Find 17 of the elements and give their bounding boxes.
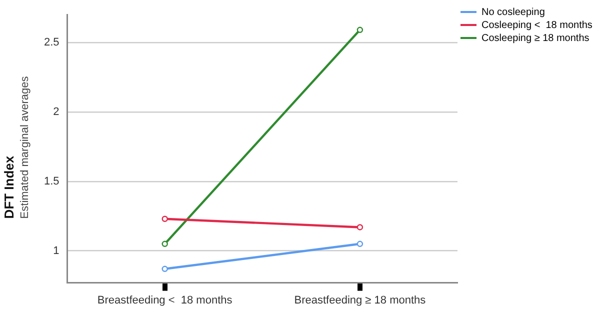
point <box>162 216 168 222</box>
point <box>162 240 168 247</box>
x-tick-label: Breastfeeding ≥ 18 months <box>294 294 426 306</box>
point <box>356 224 364 230</box>
y-tick-label: 2 <box>53 106 60 118</box>
y-tick-label: 2.5 <box>44 36 60 48</box>
text: Estimated marginal averages <box>19 76 32 219</box>
y-tick-label: 1.5 <box>44 175 60 188</box>
point <box>162 266 168 272</box>
legend-label: No cosleeping <box>482 6 545 18</box>
y-tick-label: 1 <box>53 244 60 257</box>
point <box>356 26 364 33</box>
x-tick-label: Breastfeeding < 18 months <box>97 294 233 306</box>
legend-label: Cosleeping < 18 months <box>482 20 592 31</box>
point <box>356 240 364 247</box>
y-axis-title: DFT Index <box>2 155 17 219</box>
legend-label: Cosleeping ≥ 18 months <box>482 32 590 44</box>
